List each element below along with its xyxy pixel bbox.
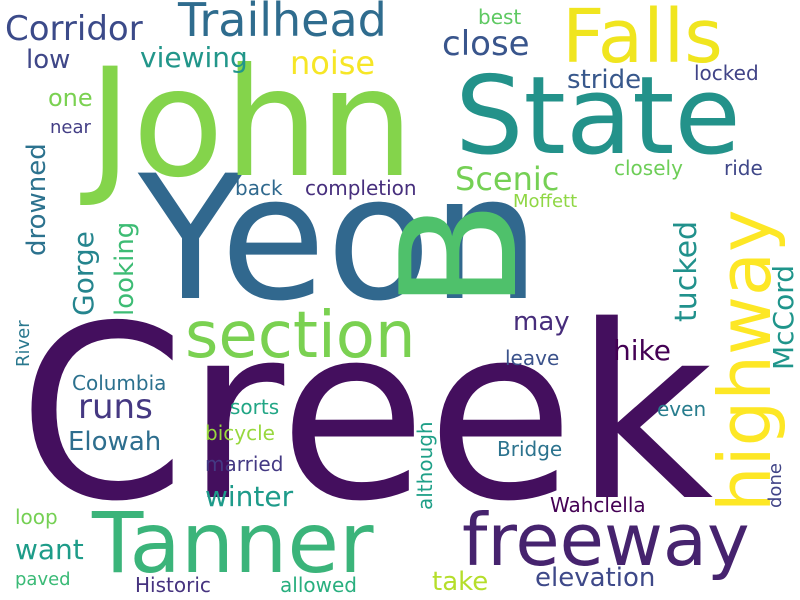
word-looking: looking <box>110 222 140 316</box>
word-noise: noise <box>290 44 375 82</box>
word-paved: paved <box>15 569 71 590</box>
word-gorge: Gorge <box>67 231 100 316</box>
word-tanner: Tanner <box>91 494 374 592</box>
word-low: low <box>26 45 70 75</box>
word-tucked: tucked <box>669 221 704 322</box>
word-take: take <box>432 567 488 597</box>
word-b: B <box>366 200 553 310</box>
word-even: even <box>657 397 706 421</box>
word-closely: closely <box>614 156 683 180</box>
word-one: one <box>48 84 93 112</box>
word-wahclella: Wahclella <box>550 493 646 517</box>
word-done: done <box>765 463 786 508</box>
word-river: River <box>13 320 34 367</box>
word-john: John <box>80 37 414 211</box>
word-historic: Historic <box>135 573 211 597</box>
word-completion: completion <box>305 176 417 200</box>
word-mccord: McCord <box>767 265 800 370</box>
word-allowed: allowed <box>280 573 357 597</box>
word-winter: winter <box>205 480 294 513</box>
word-bridge: Bridge <box>497 437 562 461</box>
word-locked: locked <box>694 61 759 85</box>
word-trailhead: Trailhead <box>177 0 387 47</box>
word-stride: stride <box>567 65 641 95</box>
word-near: near <box>50 117 92 138</box>
word-may: may <box>513 307 570 337</box>
word-sorts: sorts <box>230 395 279 419</box>
word-freeway: freeway <box>462 498 750 582</box>
word-highway: highway <box>703 209 787 512</box>
word-close: close <box>442 24 530 64</box>
word-runs: runs <box>78 387 153 427</box>
word-corridor: Corridor <box>5 9 143 49</box>
word-want: want <box>15 533 84 566</box>
word-although: although <box>413 421 437 510</box>
word-leave: leave <box>505 346 559 370</box>
word-bicycle: bicycle <box>205 421 275 445</box>
word-drowned: drowned <box>22 143 52 256</box>
word-elevation: elevation <box>535 563 655 593</box>
word-moffett: Moffett <box>513 191 577 212</box>
word-best: best <box>478 5 521 29</box>
word-state: State <box>455 54 741 179</box>
word-ride: ride <box>724 156 763 180</box>
word-viewing: viewing <box>140 41 248 74</box>
word-back: back <box>235 176 283 200</box>
word-section: section <box>185 299 416 373</box>
word-falls: Falls <box>562 0 723 80</box>
word-scenic: Scenic <box>455 160 559 198</box>
word-loop: loop <box>15 505 58 529</box>
word-elowah: Elowah <box>68 427 161 457</box>
word-married: married <box>205 452 283 476</box>
word-yeon: Yeon <box>137 138 540 339</box>
word-creek: Creek <box>18 274 713 554</box>
word-hike: hike <box>613 334 671 367</box>
word-columbia: Columbia <box>72 371 166 395</box>
